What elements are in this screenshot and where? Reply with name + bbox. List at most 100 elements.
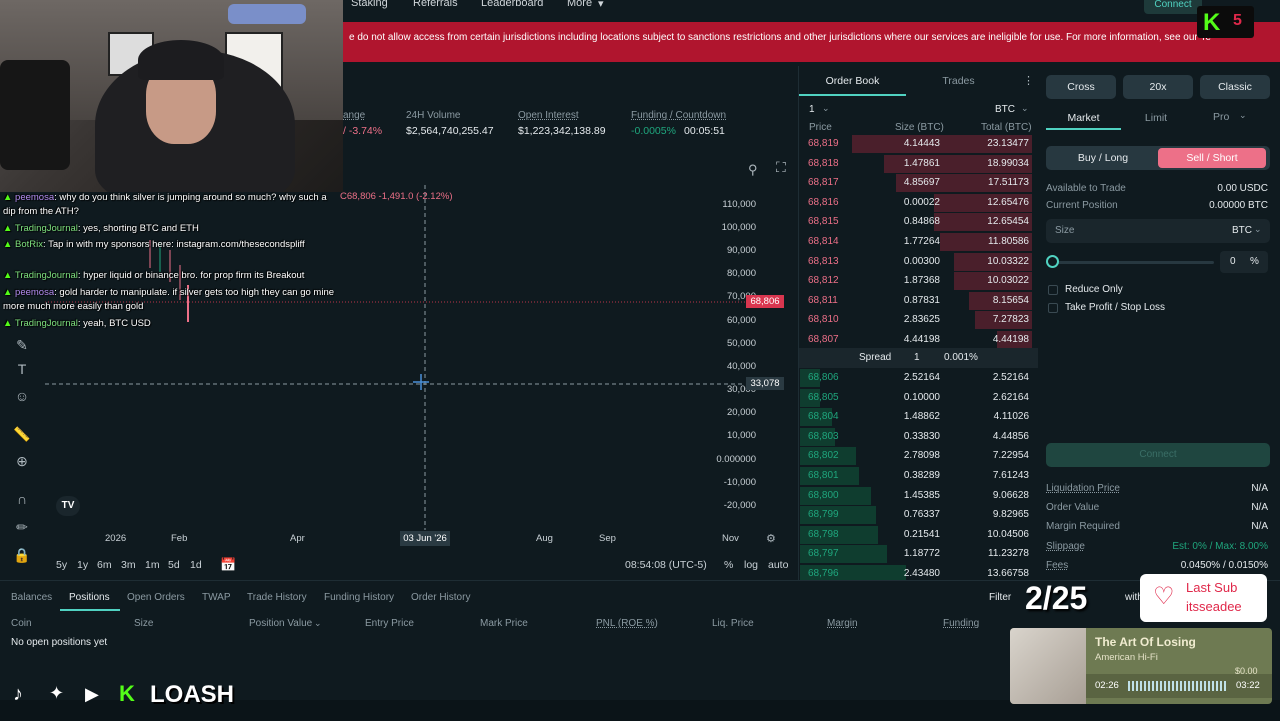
slider-value: 0 [1230,256,1236,267]
bid-row[interactable]: 68,804 1.48862 4.11026 [799,407,1039,427]
percent-toggle[interactable]: % [724,559,734,571]
reduce-only-checkbox[interactable] [1048,285,1058,295]
tab-market[interactable]: Market [1046,106,1121,130]
size-input[interactable]: Size BTC ⌄ [1046,219,1270,243]
range-3m[interactable]: 3m [121,559,136,571]
ask-row[interactable]: 68,811 0.87831 8.15654 [799,291,1039,311]
size-cell: 1.87368 [903,275,940,287]
range-1m[interactable]: 1m [145,559,160,571]
group-select[interactable]: 1 [809,104,815,115]
chart-canvas[interactable] [0,150,798,580]
tab-funding-history[interactable]: Funding History [324,592,395,603]
ask-row[interactable]: 68,818 1.47861 18.99034 [799,154,1039,174]
bid-row[interactable]: 68,806 2.52164 2.52164 [799,368,1039,388]
bid-row[interactable]: 68,800 1.45385 9.06628 [799,486,1039,506]
tab-positions[interactable]: Positions [69,592,110,603]
tab-balances[interactable]: Balances [11,592,53,603]
price-cell: 68,803 [808,430,839,442]
size-asset[interactable]: BTC [1232,225,1252,236]
size-cell: 1.18772 [903,548,940,560]
range-5d[interactable]: 5d [168,559,180,571]
connect-button[interactable]: Connect [1144,0,1202,14]
range-1y[interactable]: 1y [77,559,89,571]
bid-row[interactable]: 68,805 0.10000 2.62164 [799,388,1039,408]
settings-gear-icon[interactable]: ⚙ [766,533,776,545]
depth-bar [800,388,820,407]
emoji-icon[interactable]: ☺ [14,388,30,404]
open-interest-label: Open Interest [518,110,579,121]
zoom-in-icon[interactable]: ⊕ [16,453,28,469]
bid-row[interactable]: 68,801 0.38289 7.61243 [799,466,1039,486]
zoom-icon[interactable]: ⚲ [748,162,758,177]
kick-k-icon: K [1203,9,1221,36]
classic-button[interactable]: Classic [1200,75,1270,99]
bid-row[interactable]: 68,796 2.43480 13.66758 [799,564,1039,584]
price-chart[interactable]: ⚲ ⛶ C68,806 -1,491.0 (-2.12%) 110,000 10… [0,150,798,580]
ask-row[interactable]: 68,810 2.83625 7.27823 [799,310,1039,330]
bid-row[interactable]: 68,799 0.76337 9.82965 [799,505,1039,525]
slider-handle[interactable] [1046,255,1059,268]
tab-trade-history[interactable]: Trade History [247,592,307,603]
ruler-icon[interactable]: 📏 [13,426,31,442]
x-tick: Aug [536,533,553,544]
range-5y[interactable]: 5y [56,559,68,571]
tab-order-book[interactable]: Order Book [799,66,906,96]
tab-limit[interactable]: Limit [1144,112,1168,124]
nav-leaderboard[interactable]: Leaderboard [481,0,544,9]
nav-more[interactable]: More [567,0,593,9]
connect-trade-button[interactable]: Connect [1046,443,1270,467]
buy-long-button[interactable]: Buy / Long [1077,152,1129,164]
range-1d[interactable]: 1d [190,559,202,571]
ask-row[interactable]: 68,812 1.87368 10.03022 [799,271,1039,291]
chevron-down-icon: ⌄ [1021,103,1029,113]
ask-row[interactable]: 68,813 0.00300 10.03322 [799,252,1039,272]
ask-row[interactable]: 68,816 0.00022 12.65476 [799,193,1039,213]
calendar-icon[interactable]: 📅 [220,557,237,572]
sell-short-button[interactable]: Sell / Short [1158,148,1266,168]
chat-message: ▲ TradingJournal: yeah, BTC USD [3,318,151,329]
text-tool-icon[interactable]: T [17,361,27,377]
nav-referrals[interactable]: Referrals [413,0,458,9]
ask-row[interactable]: 68,819 4.14443 23.13477 [799,134,1039,154]
fullscreen-icon[interactable]: ⛶ [776,159,786,175]
tab-open-orders[interactable]: Open Orders [127,592,185,603]
tab-order-history[interactable]: Order History [411,592,471,603]
margin-mode-button[interactable]: Cross [1046,75,1116,99]
ask-row[interactable]: 68,815 0.84868 12.65454 [799,212,1039,232]
bid-row[interactable]: 68,803 0.33830 4.44856 [799,427,1039,447]
total-cell: 10.03022 [987,275,1029,287]
ask-row[interactable]: 68,814 1.77264 11.80586 [799,232,1039,252]
bid-row[interactable]: 68,797 1.18772 11.23278 [799,544,1039,564]
size-slider[interactable] [1046,255,1216,269]
magnet-icon[interactable]: ∩ [16,491,28,507]
kebab-menu-icon[interactable]: ⋮ [1023,75,1034,87]
leverage-button[interactable]: 20x [1123,75,1193,99]
price-cell: 68,798 [808,528,839,540]
slippage-value: Est: 0% / Max: 8.00% [1172,541,1268,552]
filter-button[interactable]: Filter [989,592,1012,603]
lock-icon[interactable]: 🔒 [13,547,31,563]
ask-row[interactable]: 68,817 4.85697 17.51173 [799,173,1039,193]
chevron-down-icon: ⌄ [314,618,322,628]
range-6m[interactable]: 6m [97,559,112,571]
col-position-value[interactable]: Position Value [249,618,313,629]
tab-trades[interactable]: Trades [942,75,975,87]
total-cell: 10.03322 [987,255,1029,267]
slider-percent-input[interactable]: 0 % [1220,251,1268,273]
log-toggle[interactable]: log [744,559,759,571]
nav-staking[interactable]: Staking [351,0,388,9]
tpsl-checkbox[interactable] [1048,303,1058,313]
price-cell: 68,810 [808,314,839,326]
streamer-name: LOASH [150,681,234,708]
tab-twap[interactable]: TWAP [202,592,231,603]
total-cell: 12.65454 [987,216,1029,228]
asset-select[interactable]: BTC [995,104,1015,115]
ask-row[interactable]: 68,807 4.44198 4.44198 [799,330,1039,350]
tab-pro[interactable]: Pro [1213,111,1230,123]
bid-row[interactable]: 68,798 0.21541 10.04506 [799,525,1039,545]
col-coin: Coin [11,618,32,629]
auto-toggle[interactable]: auto [768,559,789,571]
bid-row[interactable]: 68,802 2.78098 7.22954 [799,446,1039,466]
total-cell: 2.62164 [992,391,1029,403]
brush-icon[interactable]: ✏ [16,519,28,535]
